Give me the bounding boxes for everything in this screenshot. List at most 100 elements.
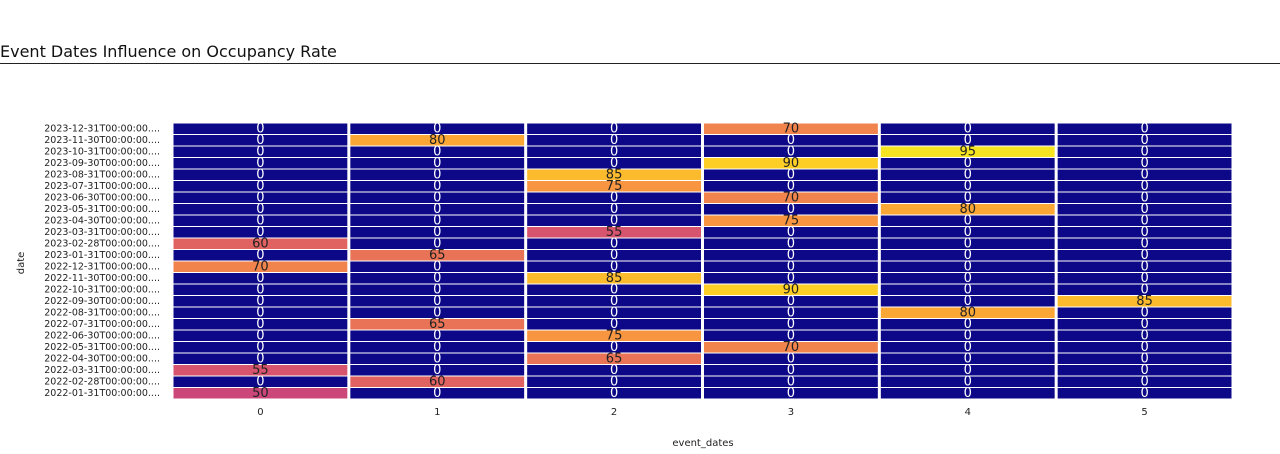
heatmap-cell-label: 0 bbox=[787, 363, 795, 378]
heatmap-cell-label: 0 bbox=[964, 340, 972, 355]
heatmap-cell-label: 0 bbox=[1140, 190, 1148, 205]
heatmap-cell bbox=[527, 365, 701, 376]
heatmap-cell bbox=[350, 158, 525, 169]
heatmap-cell-label: 0 bbox=[1140, 386, 1148, 401]
heatmap-cell-label: 0 bbox=[256, 271, 264, 286]
heatmap-cell-label: 0 bbox=[964, 213, 972, 228]
heatmap-cell bbox=[880, 250, 1055, 261]
heatmap-cell bbox=[527, 307, 701, 318]
heatmap-cell-label: 0 bbox=[1140, 317, 1148, 332]
heatmap-cell-label: 75 bbox=[606, 179, 623, 194]
heatmap-cell-label: 65 bbox=[429, 248, 446, 263]
heatmap-cell bbox=[704, 365, 878, 376]
heatmap-cell bbox=[527, 353, 701, 364]
heatmap-cell bbox=[880, 376, 1055, 387]
heatmap-cell-label: 0 bbox=[964, 259, 972, 274]
heatmap-cell-label: 0 bbox=[610, 305, 618, 320]
heatmap-cell bbox=[880, 158, 1055, 169]
y-tick-label: 2022-09-30T00:00:00.... bbox=[44, 296, 160, 307]
heatmap-cell-label: 0 bbox=[256, 179, 264, 194]
heatmap-cell-label: 60 bbox=[252, 236, 269, 251]
heatmap-cell bbox=[880, 192, 1055, 203]
y-tick-label: 2023-09-30T00:00:00.... bbox=[44, 158, 160, 169]
heatmap-cell bbox=[527, 123, 701, 134]
heatmap-cell-label: 0 bbox=[787, 305, 795, 320]
heatmap-cell bbox=[704, 192, 878, 203]
heatmap-cell bbox=[1057, 319, 1232, 330]
heatmap-cell bbox=[173, 365, 348, 376]
heatmap-cell-label: 0 bbox=[433, 144, 441, 159]
heatmap-cell bbox=[704, 307, 878, 318]
y-tick-label: 2023-01-31T00:00:00.... bbox=[44, 250, 160, 261]
heatmap-cell bbox=[350, 365, 525, 376]
heatmap-cell-label: 0 bbox=[433, 236, 441, 251]
heatmap-cell-label: 80 bbox=[959, 305, 976, 320]
heatmap-cell-label: 0 bbox=[433, 386, 441, 401]
heatmap-cell-label: 0 bbox=[1140, 259, 1148, 274]
heatmap-cell bbox=[704, 135, 878, 146]
heatmap-cell bbox=[1057, 123, 1232, 134]
y-tick-label: 2023-12-31T00:00:00.... bbox=[44, 123, 160, 134]
heatmap-cell-label: 0 bbox=[787, 374, 795, 389]
heatmap-cell bbox=[527, 215, 701, 226]
heatmap-cell-label: 0 bbox=[787, 328, 795, 343]
heatmap-cell bbox=[1057, 261, 1232, 272]
heatmap-cell-label: 85 bbox=[606, 167, 623, 182]
heatmap-cell-label: 60 bbox=[429, 374, 446, 389]
heatmap-cell-label: 0 bbox=[1140, 374, 1148, 389]
heatmap-cell bbox=[704, 181, 878, 192]
heatmap-cell bbox=[1057, 192, 1232, 203]
heatmap-cell-label: 0 bbox=[787, 317, 795, 332]
title-divider bbox=[0, 63, 1280, 64]
heatmap-cell-label: 0 bbox=[964, 167, 972, 182]
heatmap-cell bbox=[527, 284, 701, 295]
heatmap-cell bbox=[704, 158, 878, 169]
heatmap-cell-label: 0 bbox=[1140, 202, 1148, 217]
heatmap-cell-label: 0 bbox=[787, 225, 795, 240]
y-tick-label: 2022-05-31T00:00:00.... bbox=[44, 342, 160, 353]
heatmap-cell-label: 0 bbox=[433, 271, 441, 286]
heatmap-cell-label: 0 bbox=[256, 328, 264, 343]
heatmap-cell bbox=[350, 307, 525, 318]
y-axis-title: date bbox=[16, 252, 27, 275]
heatmap-cell-label: 0 bbox=[964, 317, 972, 332]
heatmap-cell-label: 0 bbox=[787, 167, 795, 182]
heatmap-cell bbox=[704, 330, 878, 341]
heatmap-cell-label: 0 bbox=[1140, 225, 1148, 240]
heatmap-cell bbox=[527, 296, 701, 307]
heatmap-cell-label: 0 bbox=[610, 282, 618, 297]
heatmap-cell-label: 0 bbox=[1140, 363, 1148, 378]
heatmap-cell bbox=[704, 296, 878, 307]
heatmap-cell-label: 0 bbox=[610, 259, 618, 274]
heatmap-cell-label: 0 bbox=[1140, 305, 1148, 320]
heatmap-cell-label: 70 bbox=[783, 190, 800, 205]
heatmap-cell-label: 0 bbox=[787, 236, 795, 251]
heatmap-cell-label: 0 bbox=[964, 282, 972, 297]
heatmap-cell bbox=[880, 296, 1055, 307]
heatmap-cell-label: 0 bbox=[433, 294, 441, 309]
heatmap-cell bbox=[350, 284, 525, 295]
heatmap-cell bbox=[880, 146, 1055, 157]
heatmap-cell bbox=[350, 388, 525, 399]
heatmap-cell bbox=[1057, 204, 1232, 215]
y-tick-label: 2023-06-30T00:00:00.... bbox=[44, 192, 160, 203]
heatmap-cell bbox=[1057, 227, 1232, 238]
y-tick-label: 2022-11-30T00:00:00.... bbox=[44, 273, 160, 284]
heatmap-cell bbox=[350, 273, 525, 284]
x-tick-label: 1 bbox=[434, 407, 440, 418]
heatmap-cell bbox=[880, 307, 1055, 318]
heatmap-cell bbox=[350, 169, 525, 180]
heatmap-cell-label: 90 bbox=[783, 156, 800, 171]
heatmap-cell-label: 0 bbox=[787, 294, 795, 309]
heatmap-cell bbox=[173, 135, 348, 146]
heatmap-cell bbox=[1057, 307, 1232, 318]
heatmap-cell bbox=[1057, 215, 1232, 226]
heatmap-cell bbox=[173, 330, 348, 341]
heatmap-cell-label: 0 bbox=[610, 202, 618, 217]
heatmap-cell bbox=[704, 388, 878, 399]
heatmap-cell-label: 70 bbox=[783, 340, 800, 355]
y-tick-label: 2022-08-31T00:00:00.... bbox=[44, 307, 160, 318]
heatmap-cell-label: 0 bbox=[1140, 340, 1148, 355]
heatmap-cell bbox=[704, 353, 878, 364]
heatmap-cell bbox=[173, 192, 348, 203]
